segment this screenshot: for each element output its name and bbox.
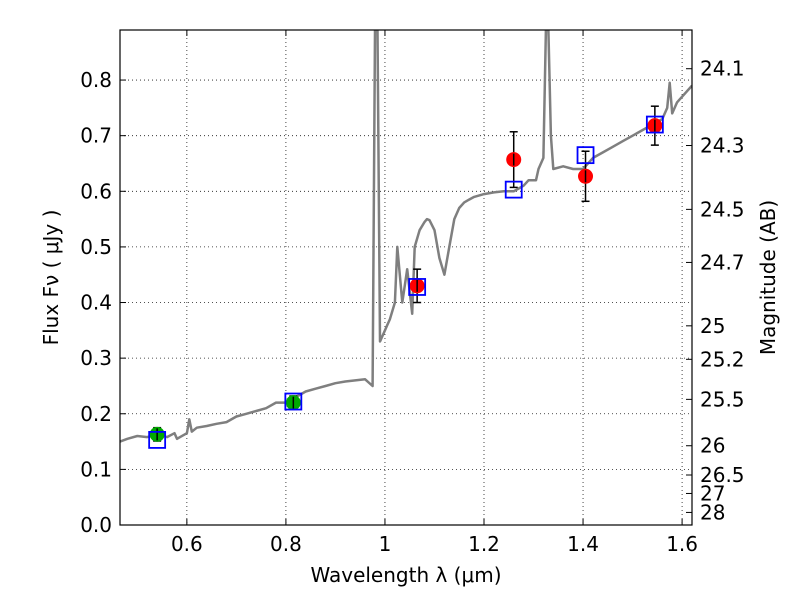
mag-tick-label: 24.1 (700, 57, 745, 81)
y-tick-label: 0.6 (80, 179, 112, 203)
y-tick-label: 0.5 (80, 235, 112, 259)
axis-layer: 0.6 0.8 1 1.2 1.4 1.6 0.0 0.1 0.2 0.3 0.4 0.5 0.6 0.7… (80, 30, 745, 556)
model-photometry-square (284, 392, 303, 411)
mag-tick-label: 28 (700, 500, 725, 524)
x-tick-label: 1.2 (468, 532, 500, 556)
mag-tick-label: 24.5 (700, 197, 745, 221)
model-spectrum-line (120, 30, 692, 443)
x-tick-label: 1.4 (567, 532, 599, 556)
y-tick-label: 0.8 (80, 68, 112, 92)
y-tick-label: 0.7 (80, 124, 112, 148)
mag-tick-label: 24.7 (700, 250, 745, 274)
y-tick-label: 0.3 (80, 346, 112, 370)
mag-tick-label: 27 (700, 481, 725, 505)
x-tick-label: 1.6 (666, 532, 698, 556)
y-tick-label: 0.1 (80, 457, 112, 481)
right-axis-title: Magnitude (AB) (756, 200, 780, 355)
mag-tick-label: 24.3 (700, 134, 745, 158)
y-axis-title: Flux Fν ( μJy ) (39, 210, 63, 346)
x-axis-title: Wavelength λ (μm) (310, 563, 501, 587)
mag-tick-label: 26.5 (700, 463, 745, 487)
mag-tick-label: 25 (700, 314, 725, 338)
mag-tick-label: 26 (700, 434, 725, 458)
y-tick-label: 0.4 (80, 291, 112, 315)
mag-tick-label: 25.2 (700, 347, 745, 371)
model-photometry-square (504, 180, 523, 199)
model-photometry-square (148, 431, 167, 449)
y-tick-label: 0.2 (80, 402, 112, 426)
plot-frame (119, 29, 693, 526)
model-photometry-square (408, 278, 427, 296)
series-layer (120, 30, 692, 449)
model-photometry-square (645, 115, 664, 134)
x-tick-label: 0.6 (171, 532, 203, 556)
x-tick-label: 0.8 (270, 532, 302, 556)
mag-tick-label: 25.5 (700, 387, 745, 411)
y-tick-label: 0.0 (80, 513, 112, 537)
model-photometry-square (576, 146, 595, 165)
x-tick-label: 1 (379, 532, 392, 556)
